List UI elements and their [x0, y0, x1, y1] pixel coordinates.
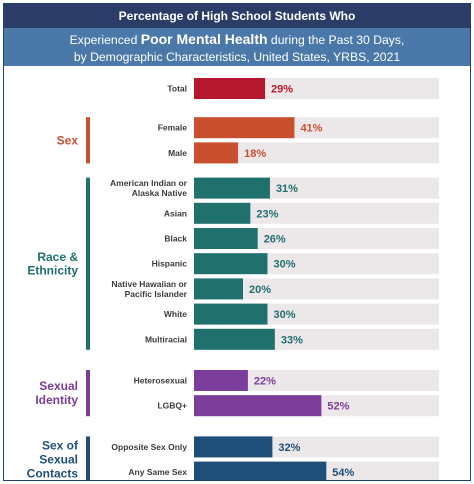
data-label: 31%: [276, 183, 298, 195]
data-label: 23%: [256, 208, 278, 220]
category-label: Black: [164, 234, 187, 244]
category-label: Total: [167, 84, 187, 94]
category-label: Heterosexual: [134, 376, 187, 386]
bar: [194, 78, 266, 99]
bar-background: [194, 370, 439, 391]
data-label: 22%: [254, 376, 276, 388]
category-label: American Indian or Alaska Native: [110, 178, 188, 198]
category-label: LGBQ+: [157, 401, 187, 411]
bar: [194, 202, 251, 224]
category-label: Male: [168, 148, 187, 158]
group-bracket: [86, 117, 90, 164]
category-label: Hispanic: [152, 259, 188, 269]
data-label: 32%: [278, 442, 300, 454]
bar: [194, 253, 268, 275]
group-label: Race & Ethnicity: [27, 250, 78, 278]
bar-background: [194, 278, 439, 300]
bar: [194, 278, 243, 300]
category-label: Multiracial: [145, 334, 187, 344]
data-label: 30%: [274, 309, 296, 321]
data-label: 26%: [264, 234, 286, 246]
group-bracket: [86, 370, 90, 417]
header-line-2-prefix: Experienced: [69, 33, 141, 47]
data-label: 18%: [244, 148, 266, 160]
bar: [194, 328, 275, 350]
data-label: 52%: [327, 401, 349, 413]
category-label: White: [164, 309, 187, 319]
header-line-2-suffix: during the Past 30 Days,: [267, 33, 405, 47]
bar: [194, 370, 248, 391]
bar-chart: Total 29% Female 41% Male 18% Sex American Indi…: [27, 78, 439, 480]
bar: [194, 142, 239, 164]
chart-frame: Percentage of High School Students Who E…: [3, 3, 471, 481]
category-label: Female: [158, 123, 188, 133]
bar: [194, 177, 270, 199]
category-label: Native Hawaiian or Pacific Islander: [111, 279, 187, 299]
group-bracket: [86, 436, 90, 480]
group-bracket: [86, 177, 90, 350]
data-label: 33%: [281, 334, 303, 346]
bar: [194, 395, 322, 417]
header-title: Experienced Poor Mental Health during th…: [4, 28, 470, 66]
data-label: 41%: [300, 123, 322, 135]
bar: [194, 303, 268, 325]
data-label: 29%: [271, 84, 293, 96]
group-label: Sexual Identity: [35, 379, 78, 407]
data-label: 20%: [249, 284, 271, 296]
bar: [194, 436, 273, 458]
group-label: Sex of Sexual Contacts: [27, 439, 79, 480]
bar-background: [194, 202, 439, 224]
category-label: Opposite Sex Only: [111, 442, 187, 452]
bar-background: [194, 142, 439, 164]
bar: [194, 461, 327, 480]
header-line-3: by Demographic Characteristics, United S…: [73, 50, 401, 64]
header-line-1: Percentage of High School Students Who: [4, 4, 470, 28]
category-label: Asian: [164, 208, 187, 218]
bar: [194, 117, 295, 139]
group-label: Sex: [57, 133, 79, 147]
data-label: 54%: [332, 467, 354, 479]
data-label: 30%: [274, 259, 296, 271]
bar: [194, 228, 258, 249]
header-line-2-bold: Poor Mental Health: [140, 31, 268, 47]
category-label: Any Same Sex: [128, 467, 187, 477]
